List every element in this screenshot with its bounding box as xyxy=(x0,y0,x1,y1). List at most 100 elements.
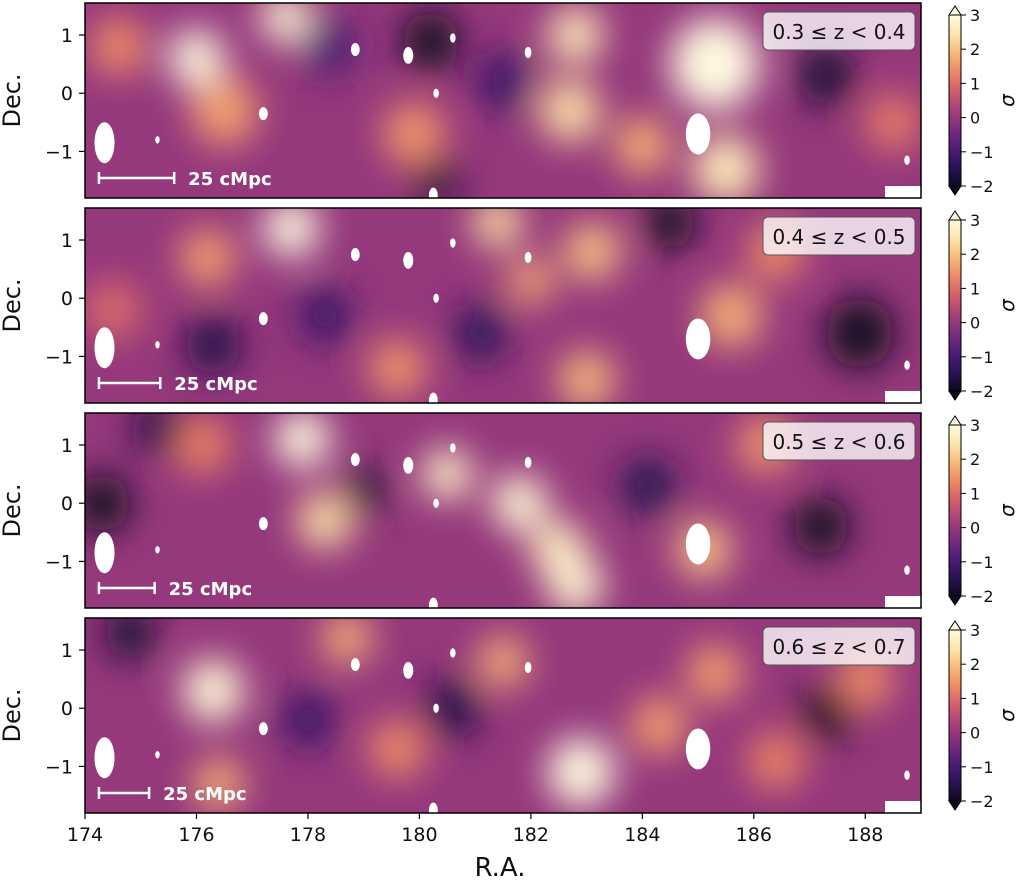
y-tick-label: −1 xyxy=(45,141,73,163)
overdensity-blob xyxy=(508,257,554,305)
overdensity-blob xyxy=(614,116,671,175)
y-tick-label: 1 xyxy=(61,25,73,47)
redshift-label-box xyxy=(762,11,916,51)
masked-region xyxy=(350,658,360,672)
overdensity-blob xyxy=(85,474,130,533)
overdensity-blob xyxy=(369,338,425,398)
overdensity-blob xyxy=(190,75,258,146)
colorbar-tick-label: 2 xyxy=(970,245,980,264)
masked-region xyxy=(258,722,268,736)
overdensity-blob xyxy=(620,456,676,515)
y-tick-label: −1 xyxy=(45,551,73,573)
colorbar: 3 2 1 0 −1 −2 σ xyxy=(948,415,1019,606)
y-axis-label: Dec. xyxy=(0,483,26,537)
y-axis-label: Dec. xyxy=(0,688,26,742)
colorbar-tick-label: −2 xyxy=(970,792,994,811)
masked-region xyxy=(904,155,910,165)
colorbar: 3 2 1 0 −1 −2 σ xyxy=(948,620,1019,811)
masked-region xyxy=(155,136,160,144)
masked-region xyxy=(524,456,532,469)
y-tick-label: 0 xyxy=(61,288,73,310)
overdensity-blob xyxy=(369,719,425,779)
colorbar-max-arrow xyxy=(948,415,962,426)
masked-region xyxy=(258,312,268,326)
overdensity-blob xyxy=(792,497,849,556)
colorbar-tick-label: 1 xyxy=(970,689,980,708)
overdensity-blob xyxy=(452,304,509,363)
scale-bar-label: 25 cMpc xyxy=(188,169,271,190)
scale-bar-label: 25 cMpc xyxy=(169,579,252,600)
masked-region xyxy=(428,187,438,198)
panel-2: 1 0 −1 Dec. 0.4 ≤ z < 0.5 25 cMpc 3 2 1 0 −1 −2 σ xyxy=(0,207,1019,404)
y-tick-label: 1 xyxy=(61,435,73,457)
colorbar-tick-label: 2 xyxy=(970,655,980,674)
colorbar-tick-label: −1 xyxy=(970,348,994,367)
x-tick-label: 186 xyxy=(736,824,772,846)
colorbar-min-arrow xyxy=(948,390,962,401)
overdensity-blob xyxy=(475,52,531,111)
panel-frame xyxy=(84,412,922,609)
colorbar-tick-label: 0 xyxy=(970,314,980,333)
masked-region xyxy=(450,238,456,248)
colorbar-tick-label: −2 xyxy=(970,177,994,196)
masked-region xyxy=(904,360,910,370)
colorbar-tick-label: 1 xyxy=(970,74,980,93)
masked-region xyxy=(155,546,160,554)
colorbar-tick-label: 1 xyxy=(970,279,980,298)
masked-region xyxy=(524,251,532,264)
y-tick-label: 1 xyxy=(61,640,73,662)
masked-region xyxy=(450,33,456,43)
overdensity-blob xyxy=(179,228,236,287)
masked-region xyxy=(885,801,921,813)
colorbar-min-arrow xyxy=(948,185,962,196)
panel-frame xyxy=(84,617,922,814)
overdensity-blob xyxy=(645,208,696,249)
scale-bar-label: 25 cMpc xyxy=(163,784,246,805)
masked-region xyxy=(258,107,268,121)
overdensity-blob xyxy=(193,757,244,811)
y-tick-label: 0 xyxy=(61,698,73,720)
colorbar-tick-label: −1 xyxy=(970,143,994,162)
colorbar-tick-label: −1 xyxy=(970,758,994,777)
y-axis-label: Dec. xyxy=(0,278,26,332)
x-tick-label: 188 xyxy=(847,824,883,846)
masked-region xyxy=(428,597,438,608)
overdensity-blob xyxy=(631,696,687,755)
scale-bar xyxy=(97,787,151,799)
y-axis-label: Dec. xyxy=(0,73,26,127)
masked-region xyxy=(403,252,414,269)
overdensity-blob xyxy=(132,413,183,454)
colorbar-tick-label: −2 xyxy=(970,587,994,606)
colorbar-label: σ xyxy=(995,298,1019,312)
colorbar-tick-label: 3 xyxy=(970,621,980,640)
overdensity-blob xyxy=(90,17,147,76)
masked-region xyxy=(685,113,711,155)
overdensity-blob xyxy=(104,618,155,659)
redshift-label-box xyxy=(762,626,916,666)
redshift-label-box xyxy=(762,216,916,256)
overdensity-blob xyxy=(85,280,141,339)
colorbar-tick-label: 0 xyxy=(970,109,980,128)
colorbar-min-arrow xyxy=(948,800,962,811)
masked-region xyxy=(885,186,921,198)
y-tick-label: −1 xyxy=(45,756,73,778)
masked-region xyxy=(904,770,910,780)
panel-3: 1 0 −1 Dec. 0.5 ≤ z < 0.6 25 cMpc 3 2 1 0 −1 −2 σ xyxy=(0,412,1019,609)
masked-region xyxy=(685,318,711,360)
masked-region xyxy=(428,802,438,813)
colorbar-tick-label: −1 xyxy=(970,553,994,572)
masked-region xyxy=(94,122,115,164)
overdensity-blob xyxy=(801,687,852,741)
colorbar-label: σ xyxy=(995,503,1019,517)
overdensity-blob xyxy=(413,157,459,198)
overdensity-blob xyxy=(383,101,445,166)
redshift-bin-label: 0.6 ≤ z < 0.7 xyxy=(772,635,905,659)
colorbar-tick-label: 2 xyxy=(970,40,980,59)
colorbar-max-arrow xyxy=(948,620,962,631)
overdensity-blob xyxy=(296,286,353,345)
masked-region xyxy=(350,43,360,57)
colorbar-min-arrow xyxy=(948,595,962,606)
overdensity-blob xyxy=(424,679,481,738)
overdensity-blob xyxy=(558,350,615,403)
